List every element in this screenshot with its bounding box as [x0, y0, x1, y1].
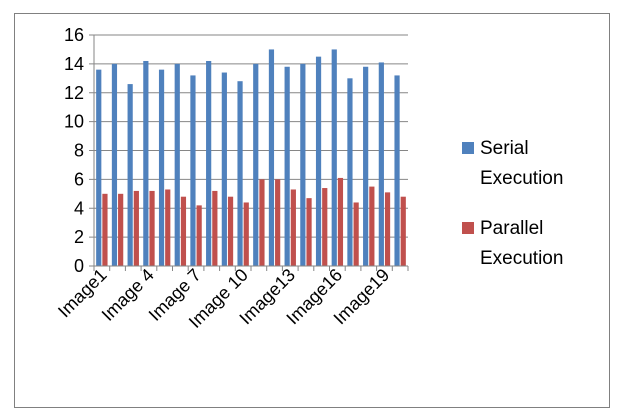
serial-bar-18 — [363, 66, 369, 266]
legend-label: Serial — [480, 138, 529, 159]
y-tick-label: 2 — [74, 227, 84, 247]
serial-bar-15 — [315, 56, 322, 266]
parallel-bar-13 — [290, 189, 296, 266]
parallel-bar-19 — [384, 192, 391, 266]
parallel-bar-17 — [353, 202, 359, 266]
parallel-bar-1 — [102, 193, 108, 266]
y-tick-label: 4 — [74, 198, 84, 218]
legend-swatch-serial — [462, 142, 474, 154]
serial-bar-1 — [96, 69, 102, 267]
parallel-bar-10 — [243, 202, 249, 266]
y-tick-label: 12 — [64, 83, 84, 103]
serial-bar-13 — [284, 66, 290, 266]
y-tick-label: 6 — [74, 169, 84, 189]
parallel-bar-12 — [275, 179, 281, 266]
legend-label: Execution — [480, 168, 563, 189]
parallel-bar-5 — [165, 189, 171, 266]
legend: Serial Execution Parallel Execution — [462, 138, 563, 269]
parallel-bar-15 — [322, 188, 328, 266]
y-tick-label: 8 — [74, 141, 84, 161]
parallel-bar-18 — [369, 186, 375, 266]
parallel-bar-6 — [180, 196, 187, 266]
serial-bar-8 — [206, 60, 212, 266]
serial-bar-11 — [253, 63, 259, 266]
serial-bar-10 — [237, 81, 243, 266]
serial-bar-3 — [127, 84, 133, 267]
parallel-bar-7 — [196, 205, 202, 266]
legend-swatch-parallel — [462, 222, 474, 234]
serial-bar-19 — [378, 62, 384, 267]
serial-bar-4 — [143, 60, 149, 266]
parallel-bar-11 — [259, 179, 265, 266]
parallel-bar-8 — [212, 190, 218, 266]
plot-area — [96, 49, 406, 267]
serial-bar-16 — [331, 49, 337, 266]
parallel-bar-3 — [133, 190, 139, 266]
y-tick-label: 0 — [74, 256, 84, 276]
serial-bar-9 — [221, 72, 227, 266]
y-tick-label: 16 — [64, 25, 84, 45]
serial-bar-5 — [158, 69, 165, 267]
serial-bar-17 — [347, 78, 353, 266]
y-tick-label: 10 — [64, 112, 84, 132]
parallel-bar-16 — [337, 177, 344, 266]
serial-bar-2 — [111, 63, 118, 266]
legend-label: Parallel — [480, 218, 543, 239]
y-tick-label: 14 — [64, 54, 84, 74]
serial-bar-20 — [394, 75, 400, 266]
parallel-bar-9 — [227, 196, 234, 266]
parallel-bar-4 — [149, 190, 155, 266]
parallel-bar-2 — [118, 193, 124, 266]
parallel-bar-14 — [306, 198, 312, 266]
serial-bar-7 — [190, 75, 196, 266]
parallel-bar-20 — [400, 196, 406, 266]
serial-bar-12 — [268, 49, 275, 266]
serial-bar-14 — [300, 63, 306, 266]
serial-bar-6 — [174, 63, 180, 266]
legend-label: Execution — [480, 248, 563, 269]
